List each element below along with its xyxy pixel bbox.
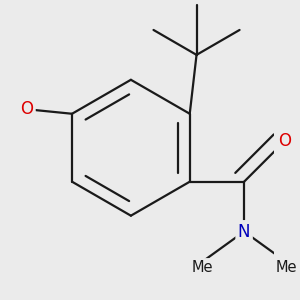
Text: N: N xyxy=(238,223,250,241)
Text: Me: Me xyxy=(275,260,297,275)
Text: Me: Me xyxy=(191,260,213,275)
Text: O: O xyxy=(278,132,291,150)
Text: O: O xyxy=(20,100,33,118)
